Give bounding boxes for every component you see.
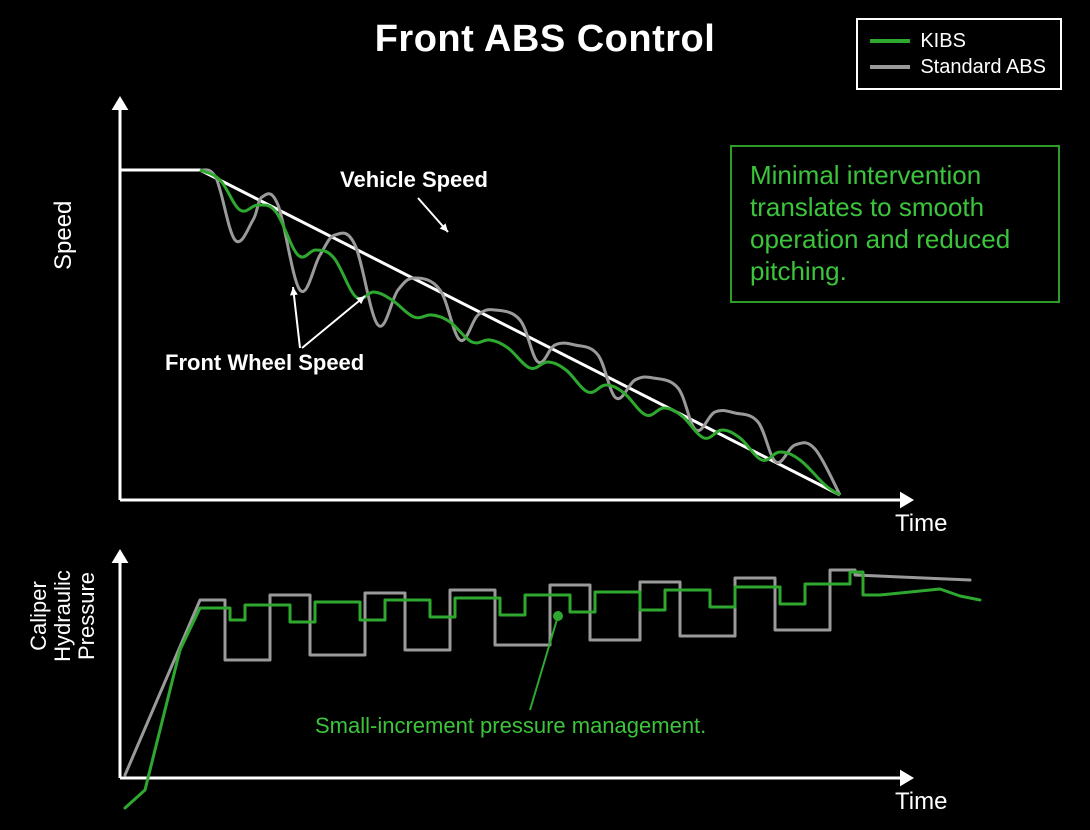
y-axis-label-speed: Speed bbox=[50, 201, 78, 270]
y-axis-label-pressure: Caliper Hydraulic Pressure bbox=[27, 561, 99, 671]
vehicle-speed-label: Vehicle Speed bbox=[340, 167, 488, 193]
x-axis-label-time-lower: Time bbox=[895, 788, 947, 816]
x-axis-label-time-upper: Time bbox=[895, 510, 947, 538]
front-wheel-speed-label: Front Wheel Speed bbox=[165, 350, 364, 376]
pressure-management-note: Small-increment pressure management. bbox=[315, 713, 706, 739]
chart-canvas bbox=[0, 0, 1090, 830]
